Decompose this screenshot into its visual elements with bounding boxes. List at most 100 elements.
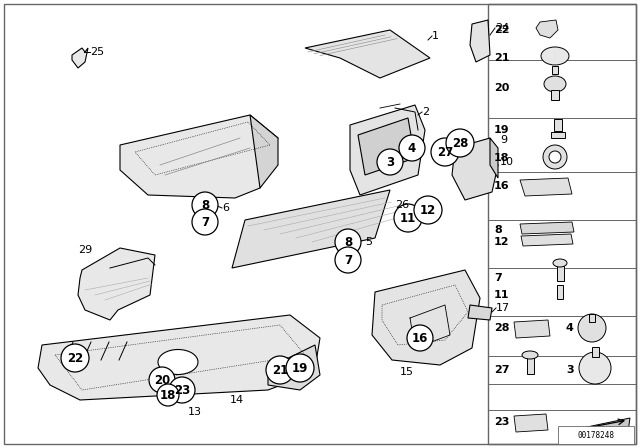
Ellipse shape xyxy=(544,76,566,92)
Text: 4: 4 xyxy=(408,142,416,155)
Polygon shape xyxy=(268,345,320,390)
Polygon shape xyxy=(521,234,573,246)
Text: 1: 1 xyxy=(432,31,439,41)
Circle shape xyxy=(446,129,474,157)
Text: 3: 3 xyxy=(566,365,573,375)
Text: 8: 8 xyxy=(344,236,352,249)
Circle shape xyxy=(192,192,218,218)
Circle shape xyxy=(579,352,611,384)
Text: 16: 16 xyxy=(494,181,509,191)
Bar xyxy=(527,354,534,374)
Polygon shape xyxy=(562,418,630,442)
Polygon shape xyxy=(305,30,430,78)
Circle shape xyxy=(377,149,403,175)
Text: 20: 20 xyxy=(494,83,509,93)
Text: 8: 8 xyxy=(494,225,502,235)
Bar xyxy=(589,314,595,322)
Text: 6: 6 xyxy=(222,203,229,213)
Polygon shape xyxy=(452,138,498,200)
Text: 7: 7 xyxy=(201,215,209,228)
Text: 11: 11 xyxy=(400,211,416,224)
Polygon shape xyxy=(470,20,490,62)
Circle shape xyxy=(61,344,89,372)
Polygon shape xyxy=(250,115,278,188)
Text: 14: 14 xyxy=(230,395,244,405)
Text: 28: 28 xyxy=(452,137,468,150)
Circle shape xyxy=(169,377,195,403)
Circle shape xyxy=(394,204,422,232)
Text: 29: 29 xyxy=(78,245,92,255)
Text: 12: 12 xyxy=(494,237,509,247)
Circle shape xyxy=(399,135,425,161)
Polygon shape xyxy=(520,178,572,196)
Bar xyxy=(551,132,565,138)
Text: 25: 25 xyxy=(90,47,104,57)
Text: 3: 3 xyxy=(386,155,394,168)
Text: 11: 11 xyxy=(494,290,509,300)
Polygon shape xyxy=(520,222,574,234)
Circle shape xyxy=(157,384,179,406)
Polygon shape xyxy=(514,320,550,338)
Text: 27: 27 xyxy=(437,146,453,159)
Bar xyxy=(558,426,634,444)
Polygon shape xyxy=(72,48,88,68)
Circle shape xyxy=(407,325,433,351)
Text: 18: 18 xyxy=(160,388,176,401)
Bar xyxy=(551,90,559,100)
Circle shape xyxy=(286,354,314,382)
Bar xyxy=(552,66,558,74)
Text: 26: 26 xyxy=(395,200,409,210)
Circle shape xyxy=(431,138,459,166)
Text: 5: 5 xyxy=(365,237,372,247)
Polygon shape xyxy=(358,118,415,175)
Circle shape xyxy=(335,229,361,255)
Text: 12: 12 xyxy=(420,203,436,216)
Bar xyxy=(557,285,563,299)
Circle shape xyxy=(543,145,567,169)
Text: 22: 22 xyxy=(494,25,509,35)
Polygon shape xyxy=(232,190,390,268)
Text: 21: 21 xyxy=(272,363,288,376)
Ellipse shape xyxy=(522,351,538,359)
Text: 13: 13 xyxy=(188,407,202,417)
Text: 16: 16 xyxy=(412,332,428,345)
Polygon shape xyxy=(514,414,548,432)
Polygon shape xyxy=(536,20,558,38)
Bar xyxy=(557,263,563,281)
Polygon shape xyxy=(490,138,498,178)
Text: 24: 24 xyxy=(495,23,509,33)
Circle shape xyxy=(414,196,442,224)
Text: 20: 20 xyxy=(154,374,170,387)
Polygon shape xyxy=(350,105,425,195)
Text: 18: 18 xyxy=(494,153,509,163)
Text: 27: 27 xyxy=(494,365,509,375)
Polygon shape xyxy=(120,115,278,198)
Text: 00178248: 00178248 xyxy=(577,431,614,439)
Text: 17: 17 xyxy=(496,303,510,313)
Text: 21: 21 xyxy=(494,53,509,63)
Circle shape xyxy=(192,209,218,235)
Text: 23: 23 xyxy=(174,383,190,396)
Text: 2: 2 xyxy=(422,107,429,117)
Polygon shape xyxy=(78,248,155,320)
Bar xyxy=(554,119,562,131)
Text: 23: 23 xyxy=(494,417,509,427)
Text: 7: 7 xyxy=(344,254,352,267)
Text: 4: 4 xyxy=(566,323,574,333)
Circle shape xyxy=(149,367,175,393)
Circle shape xyxy=(549,151,561,163)
Text: 22: 22 xyxy=(67,352,83,365)
Text: 28: 28 xyxy=(494,323,509,333)
Bar xyxy=(488,4,636,444)
Bar xyxy=(591,347,598,357)
Text: 19: 19 xyxy=(494,125,509,135)
Text: 8: 8 xyxy=(201,198,209,211)
Ellipse shape xyxy=(158,349,198,375)
Text: 7: 7 xyxy=(494,273,502,283)
Polygon shape xyxy=(468,305,492,320)
Polygon shape xyxy=(38,315,320,400)
Text: 10: 10 xyxy=(500,157,514,167)
Text: 15: 15 xyxy=(400,367,414,377)
Circle shape xyxy=(578,314,606,342)
Ellipse shape xyxy=(553,259,567,267)
